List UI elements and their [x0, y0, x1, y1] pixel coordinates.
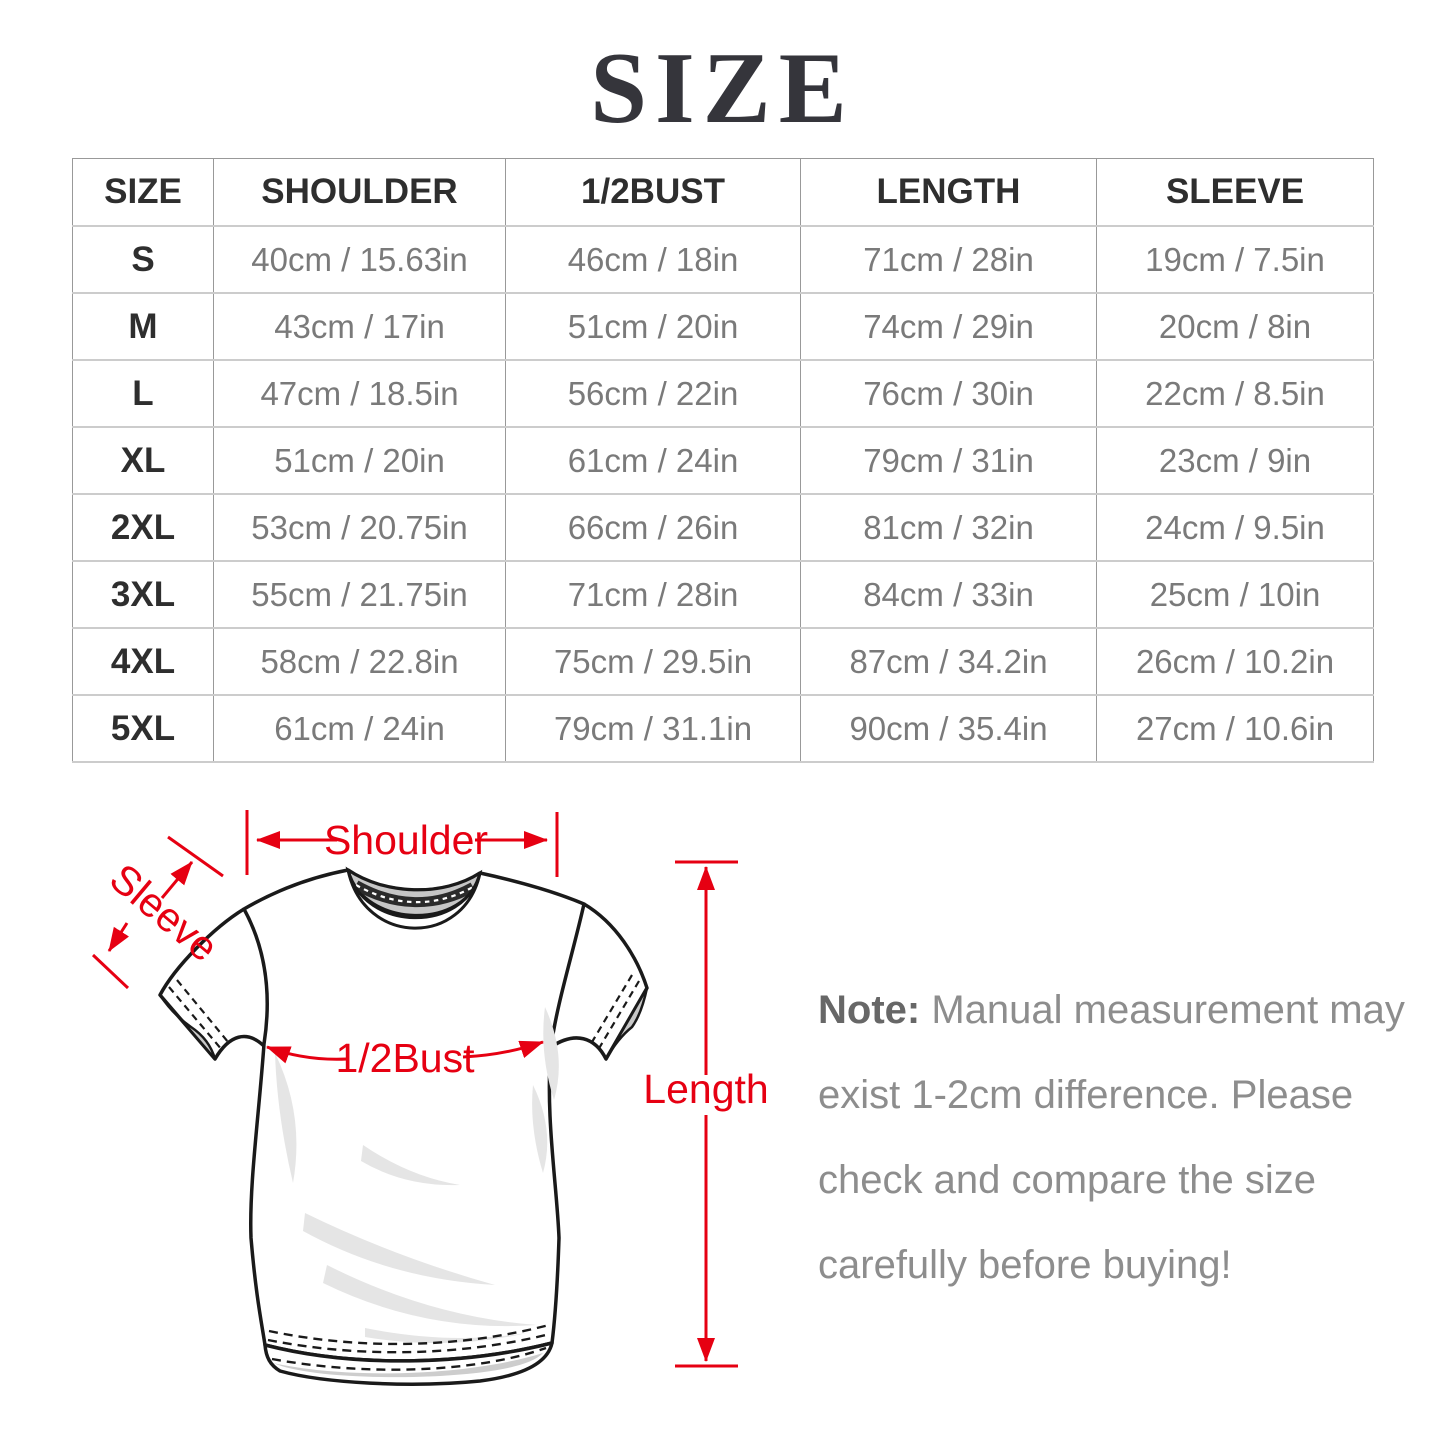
- measurement-cell: 55cm / 21.75in: [213, 560, 506, 629]
- sleeve-tick-top: [167, 835, 224, 878]
- measurement-cell: 71cm / 28in: [800, 225, 1097, 294]
- header-size: SIZE: [72, 158, 214, 227]
- header-bust: 1/2BUST: [505, 158, 801, 227]
- measurement-cell: 71cm / 28in: [505, 560, 801, 629]
- measurement-cell: 24cm / 9.5in: [1096, 493, 1374, 562]
- measurement-cell: 19cm / 7.5in: [1096, 225, 1374, 294]
- measurement-cell: 40cm / 15.63in: [213, 225, 506, 294]
- measurement-cell: 43cm / 17in: [213, 292, 506, 361]
- bust-arrow-left: [266, 1045, 348, 1064]
- measurement-cell: 81cm / 32in: [800, 493, 1097, 562]
- size-cell: L: [72, 359, 214, 428]
- measurement-cell: 56cm / 22in: [505, 359, 801, 428]
- size-cell: S: [72, 225, 214, 294]
- shoulder-label: Shoulder: [324, 817, 488, 863]
- size-cell: 5XL: [72, 694, 214, 763]
- measurement-cell: 66cm / 26in: [505, 493, 801, 562]
- page-title: SIZE: [590, 32, 855, 145]
- table-row: L 47cm / 18.5in 56cm / 22in 76cm / 30in 22cm…: [72, 359, 1374, 428]
- measurement-cell: 53cm / 20.75in: [213, 493, 506, 562]
- tshirt-measurement-diagram: Shoulder Sleeve 1/2Bust Length: [91, 810, 769, 1386]
- measurement-cell: 90cm / 35.4in: [800, 694, 1097, 763]
- sleeve-arrow-up: [160, 861, 194, 899]
- header-sleeve: SLEEVE: [1096, 158, 1374, 227]
- measurement-cell: 23cm / 9in: [1096, 426, 1374, 495]
- length-label: Length: [643, 1066, 768, 1112]
- measurement-cell: 61cm / 24in: [213, 694, 506, 763]
- table-row: 5XL 61cm / 24in 79cm / 31.1in 90cm / 35.4in…: [72, 694, 1374, 763]
- table-header-row: SIZE SHOULDER 1/2BUST LENGTH SLEEVE: [72, 158, 1374, 227]
- tshirt-illustration: [158, 866, 649, 1386]
- header-shoulder: SHOULDER: [213, 158, 506, 227]
- size-cell: XL: [72, 426, 214, 495]
- size-cell: M: [72, 292, 214, 361]
- sleeve-arrow-down: [107, 922, 130, 952]
- measurement-cell: 79cm / 31.1in: [505, 694, 801, 763]
- table-row: M 43cm / 17in 51cm / 20in 74cm / 29in 20cm /…: [72, 292, 1374, 361]
- measurement-cell: 79cm / 31in: [800, 426, 1097, 495]
- measurement-cell: 84cm / 33in: [800, 560, 1097, 629]
- table-row: 4XL 58cm / 22.8in 75cm / 29.5in 87cm / 34.2…: [72, 627, 1374, 696]
- size-cell: 4XL: [72, 627, 214, 696]
- measurement-cell: 74cm / 29in: [800, 292, 1097, 361]
- measurement-cell: 20cm / 8in: [1096, 292, 1374, 361]
- note-label: Note:: [818, 988, 921, 1032]
- size-cell: 2XL: [72, 493, 214, 562]
- measurement-cell: 61cm / 24in: [505, 426, 801, 495]
- header-length: LENGTH: [800, 158, 1097, 227]
- measurement-cell: 26cm / 10.2in: [1096, 627, 1374, 696]
- note-text: Note: Manual measurement may exist 1-2cm…: [818, 968, 1418, 1308]
- measurement-annotations: [91, 810, 738, 1368]
- measurement-cell: 76cm / 30in: [800, 359, 1097, 428]
- size-cell: 3XL: [72, 560, 214, 629]
- measurement-cell: 87cm / 34.2in: [800, 627, 1097, 696]
- measurement-cell: 46cm / 18in: [505, 225, 801, 294]
- measurement-cell: 75cm / 29.5in: [505, 627, 801, 696]
- measurement-cell: 27cm / 10.6in: [1096, 694, 1374, 763]
- table-row: XL 51cm / 20in 61cm / 24in 79cm / 31in 23cm …: [72, 426, 1374, 495]
- table-row: S 40cm / 15.63in 46cm / 18in 71cm / 28in 19c…: [72, 225, 1374, 294]
- measurement-cell: 25cm / 10in: [1096, 560, 1374, 629]
- sleeve-label: Sleeve: [101, 855, 227, 971]
- measurement-cell: 51cm / 20in: [505, 292, 801, 361]
- size-chart-table: SIZE SHOULDER 1/2BUST LENGTH SLEEVE S 40c…: [72, 158, 1374, 763]
- table-row: 3XL 55cm / 21.75in 71cm / 28in 84cm / 33in 2…: [72, 560, 1374, 629]
- size-table-body: S 40cm / 15.63in 46cm / 18in 71cm / 28in 19c…: [72, 225, 1374, 763]
- table-row: 2XL 53cm / 20.75in 66cm / 26in 81cm / 32in 2…: [72, 493, 1374, 562]
- measurement-cell: 51cm / 20in: [213, 426, 506, 495]
- sleeve-tick-bottom: [91, 953, 130, 990]
- measurement-cell: 22cm / 8.5in: [1096, 359, 1374, 428]
- bust-arrow-right: [462, 1040, 544, 1059]
- bust-label: 1/2Bust: [335, 1035, 475, 1081]
- note-body: Manual measurement may exist 1-2cm diffe…: [818, 988, 1405, 1287]
- measurement-cell: 47cm / 18.5in: [213, 359, 506, 428]
- wrinkle-shadows: [275, 1007, 559, 1344]
- measurement-cell: 58cm / 22.8in: [213, 627, 506, 696]
